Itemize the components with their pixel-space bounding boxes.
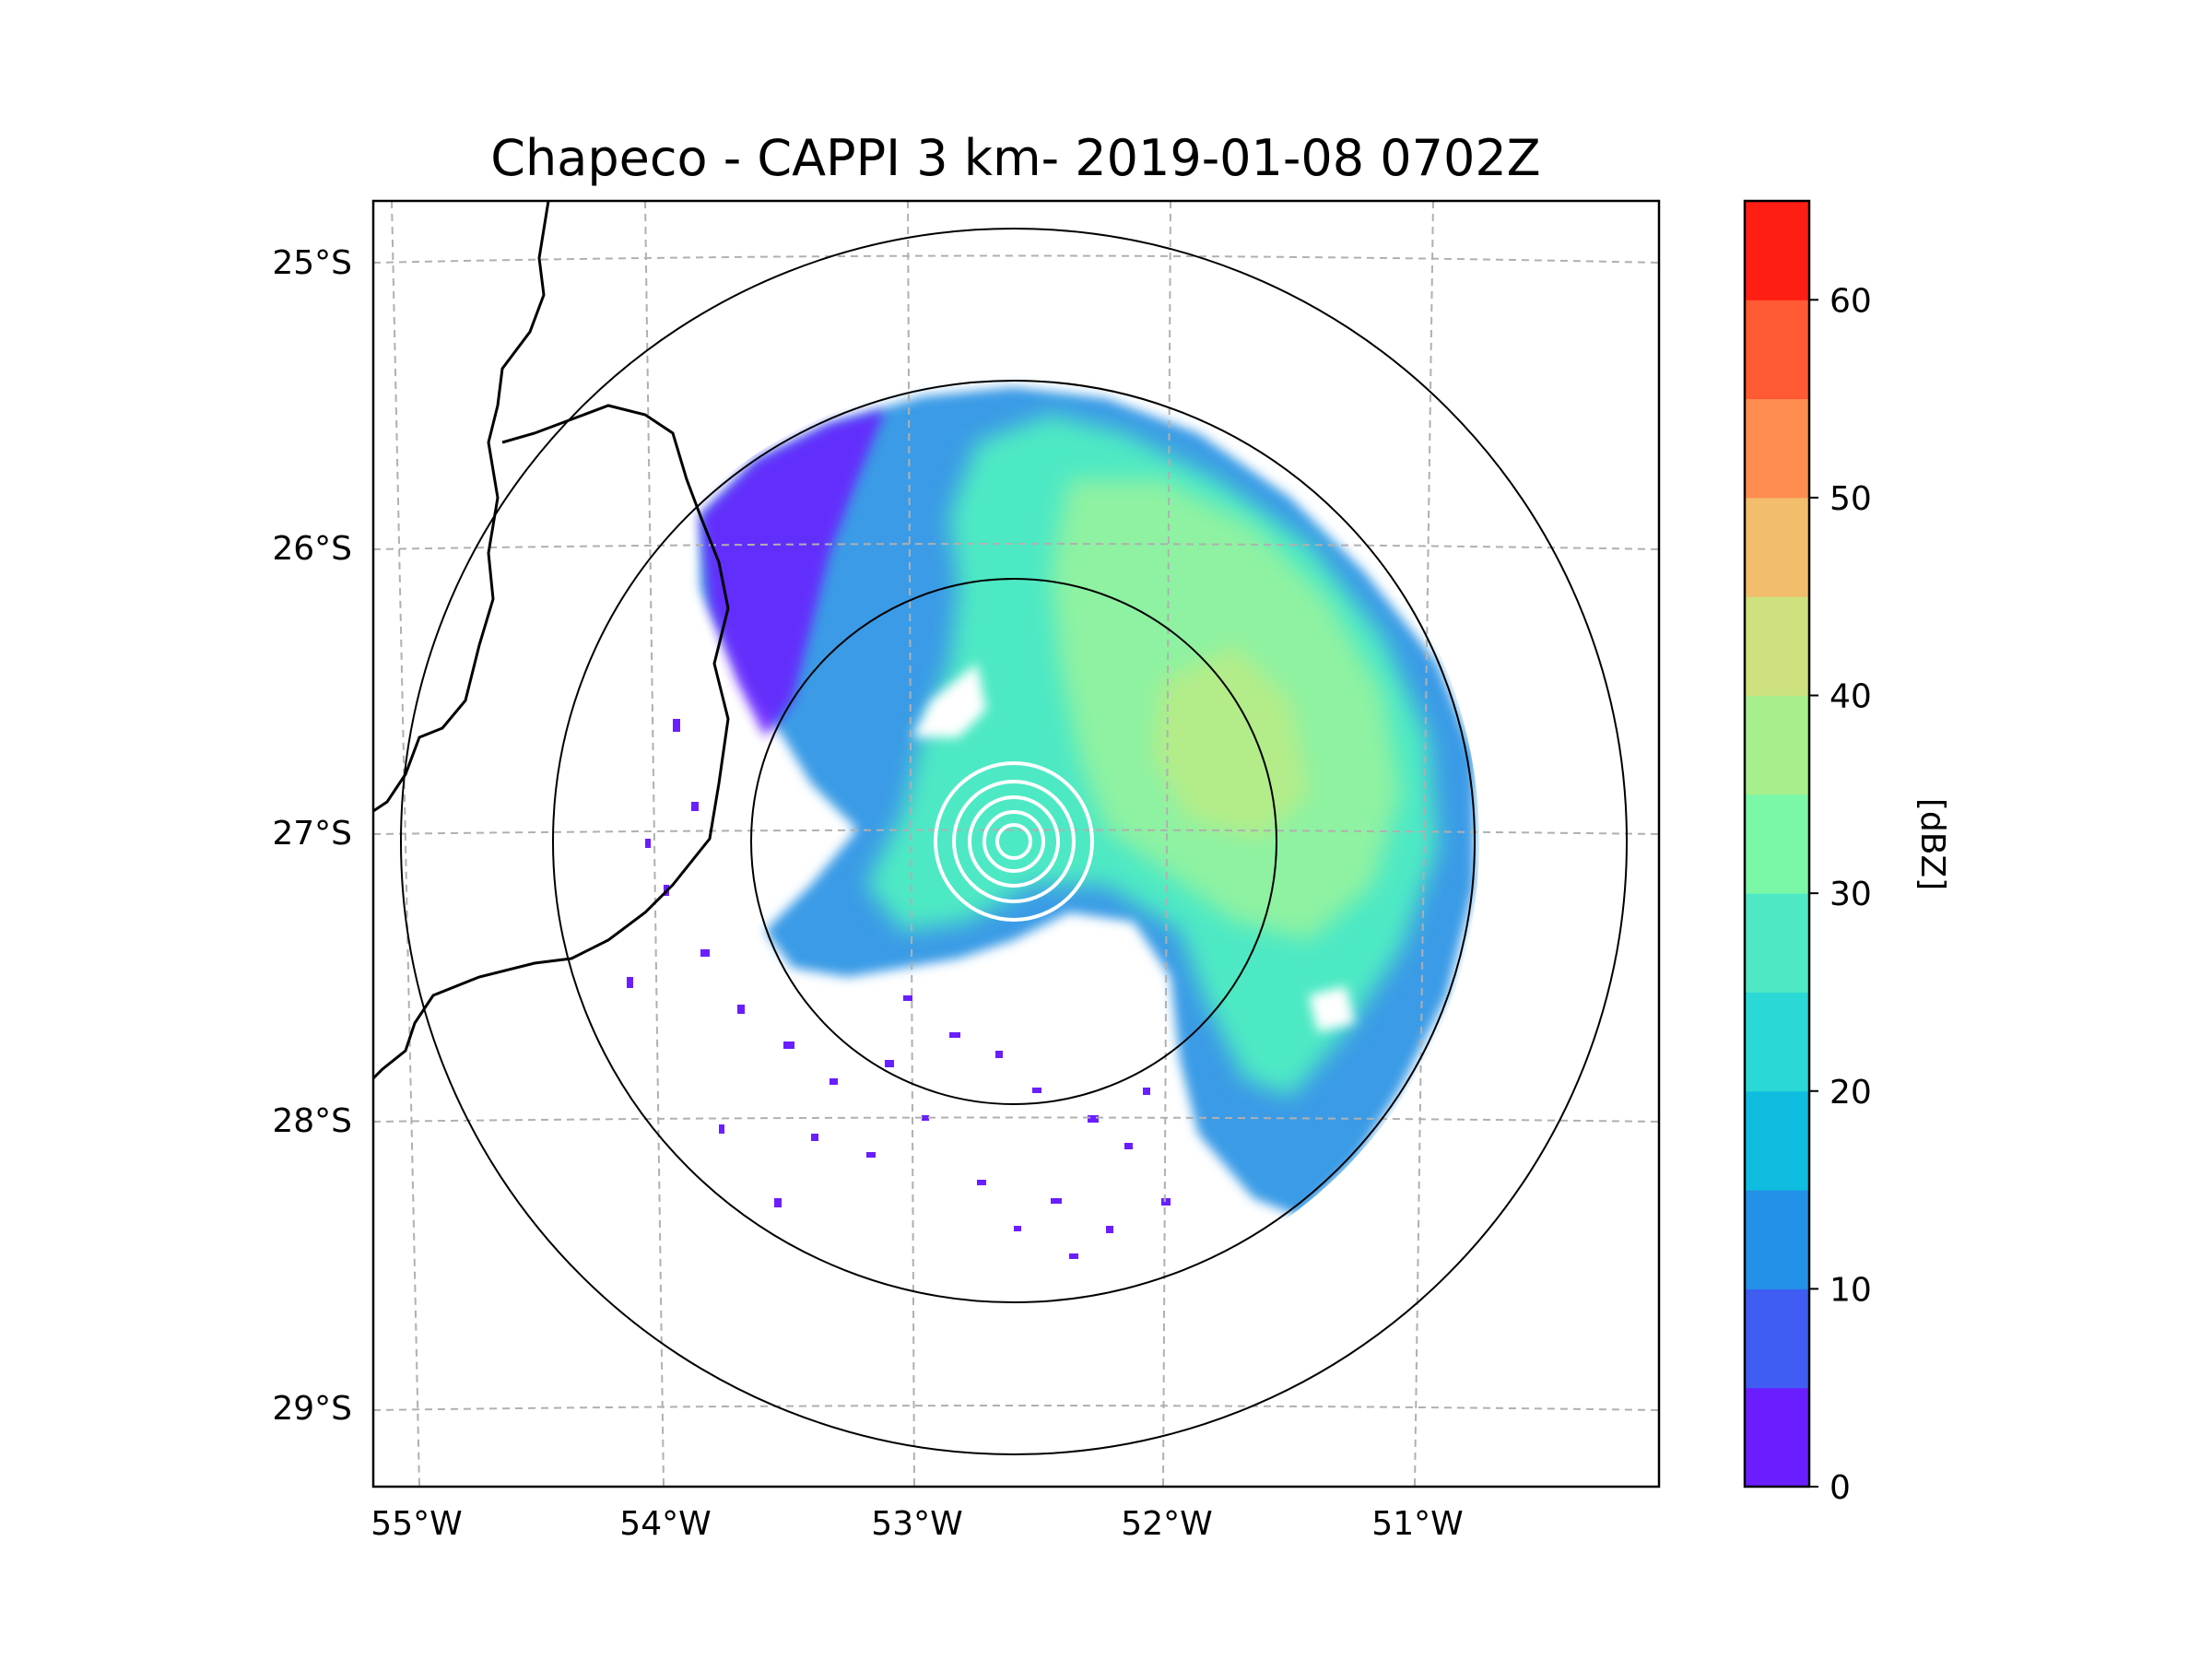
echo-gap-east	[1309, 986, 1355, 1032]
y-tick-label: 25°S	[272, 244, 352, 282]
y-tick-label: 26°S	[272, 530, 352, 568]
y-tick-labels: 25°S 26°S 27°S 28°S 29°S	[272, 244, 352, 1428]
x-tick-label: 53°W	[871, 1505, 962, 1543]
x-tick-labels: 55°W 54°W 53°W 52°W 51°W	[371, 1505, 1463, 1543]
colorbar-segment	[1745, 497, 1809, 597]
border-line-west	[373, 201, 550, 813]
y-tick-label: 28°S	[272, 1102, 352, 1140]
colorbar-segment	[1745, 992, 1809, 1092]
colorbar-frame	[1743, 199, 1811, 1488]
lat-lon-gridlines	[373, 201, 1659, 1487]
colorbar-tick-label: 20	[1830, 1074, 1872, 1112]
colorbar-segment	[1745, 794, 1809, 894]
colorbar-segment	[1745, 1288, 1809, 1389]
colorbar-segment	[1745, 1090, 1809, 1191]
chart-title: Chapeco - CAPPI 3 km- 2019-01-08 0702Z	[490, 129, 1540, 187]
x-tick-label: 51°W	[1371, 1505, 1463, 1543]
x-tick-label: 52°W	[1121, 1505, 1212, 1543]
echo-core	[1152, 645, 1309, 839]
range-rings	[400, 228, 1628, 1455]
colorbar-segment	[1745, 201, 1809, 300]
colorbar-tick-label: 50	[1830, 480, 1872, 518]
echo-gap-north	[912, 664, 986, 737]
colorbar-tick-label: 30	[1830, 876, 1872, 913]
colorbar-segment	[1745, 893, 1809, 993]
map-overlays	[373, 201, 1659, 1487]
colorbar-label: [dBZ]	[1913, 798, 1951, 890]
colorbar-segment	[1745, 596, 1809, 697]
map-axes-frame	[371, 199, 1661, 1488]
colorbar-tick-label: 60	[1830, 282, 1872, 320]
colorbar-segment	[1745, 1387, 1809, 1488]
radar-center-rings	[934, 761, 1094, 922]
y-tick-label: 29°S	[272, 1390, 352, 1428]
colorbar-tick-label: 10	[1830, 1271, 1872, 1309]
colorbar-tick-label: 0	[1830, 1469, 1851, 1507]
colorbar-segment	[1745, 695, 1809, 795]
y-tick-label: 27°S	[272, 815, 352, 853]
x-tick-label: 55°W	[371, 1505, 462, 1543]
colorbar-tick-label: 40	[1830, 678, 1872, 716]
colorbar-segment	[1745, 1190, 1809, 1289]
colorbar	[1745, 201, 1809, 1488]
colorbar-ticks: 0 10 20 30 40 50 60	[1809, 282, 1872, 1507]
colorbar-segment	[1745, 398, 1809, 499]
echo-weak-fringe	[700, 410, 885, 737]
reflectivity-field	[627, 387, 1475, 1259]
border-line-east	[373, 404, 730, 1080]
x-tick-label: 54°W	[619, 1505, 711, 1543]
colorbar-segment	[1745, 300, 1809, 400]
